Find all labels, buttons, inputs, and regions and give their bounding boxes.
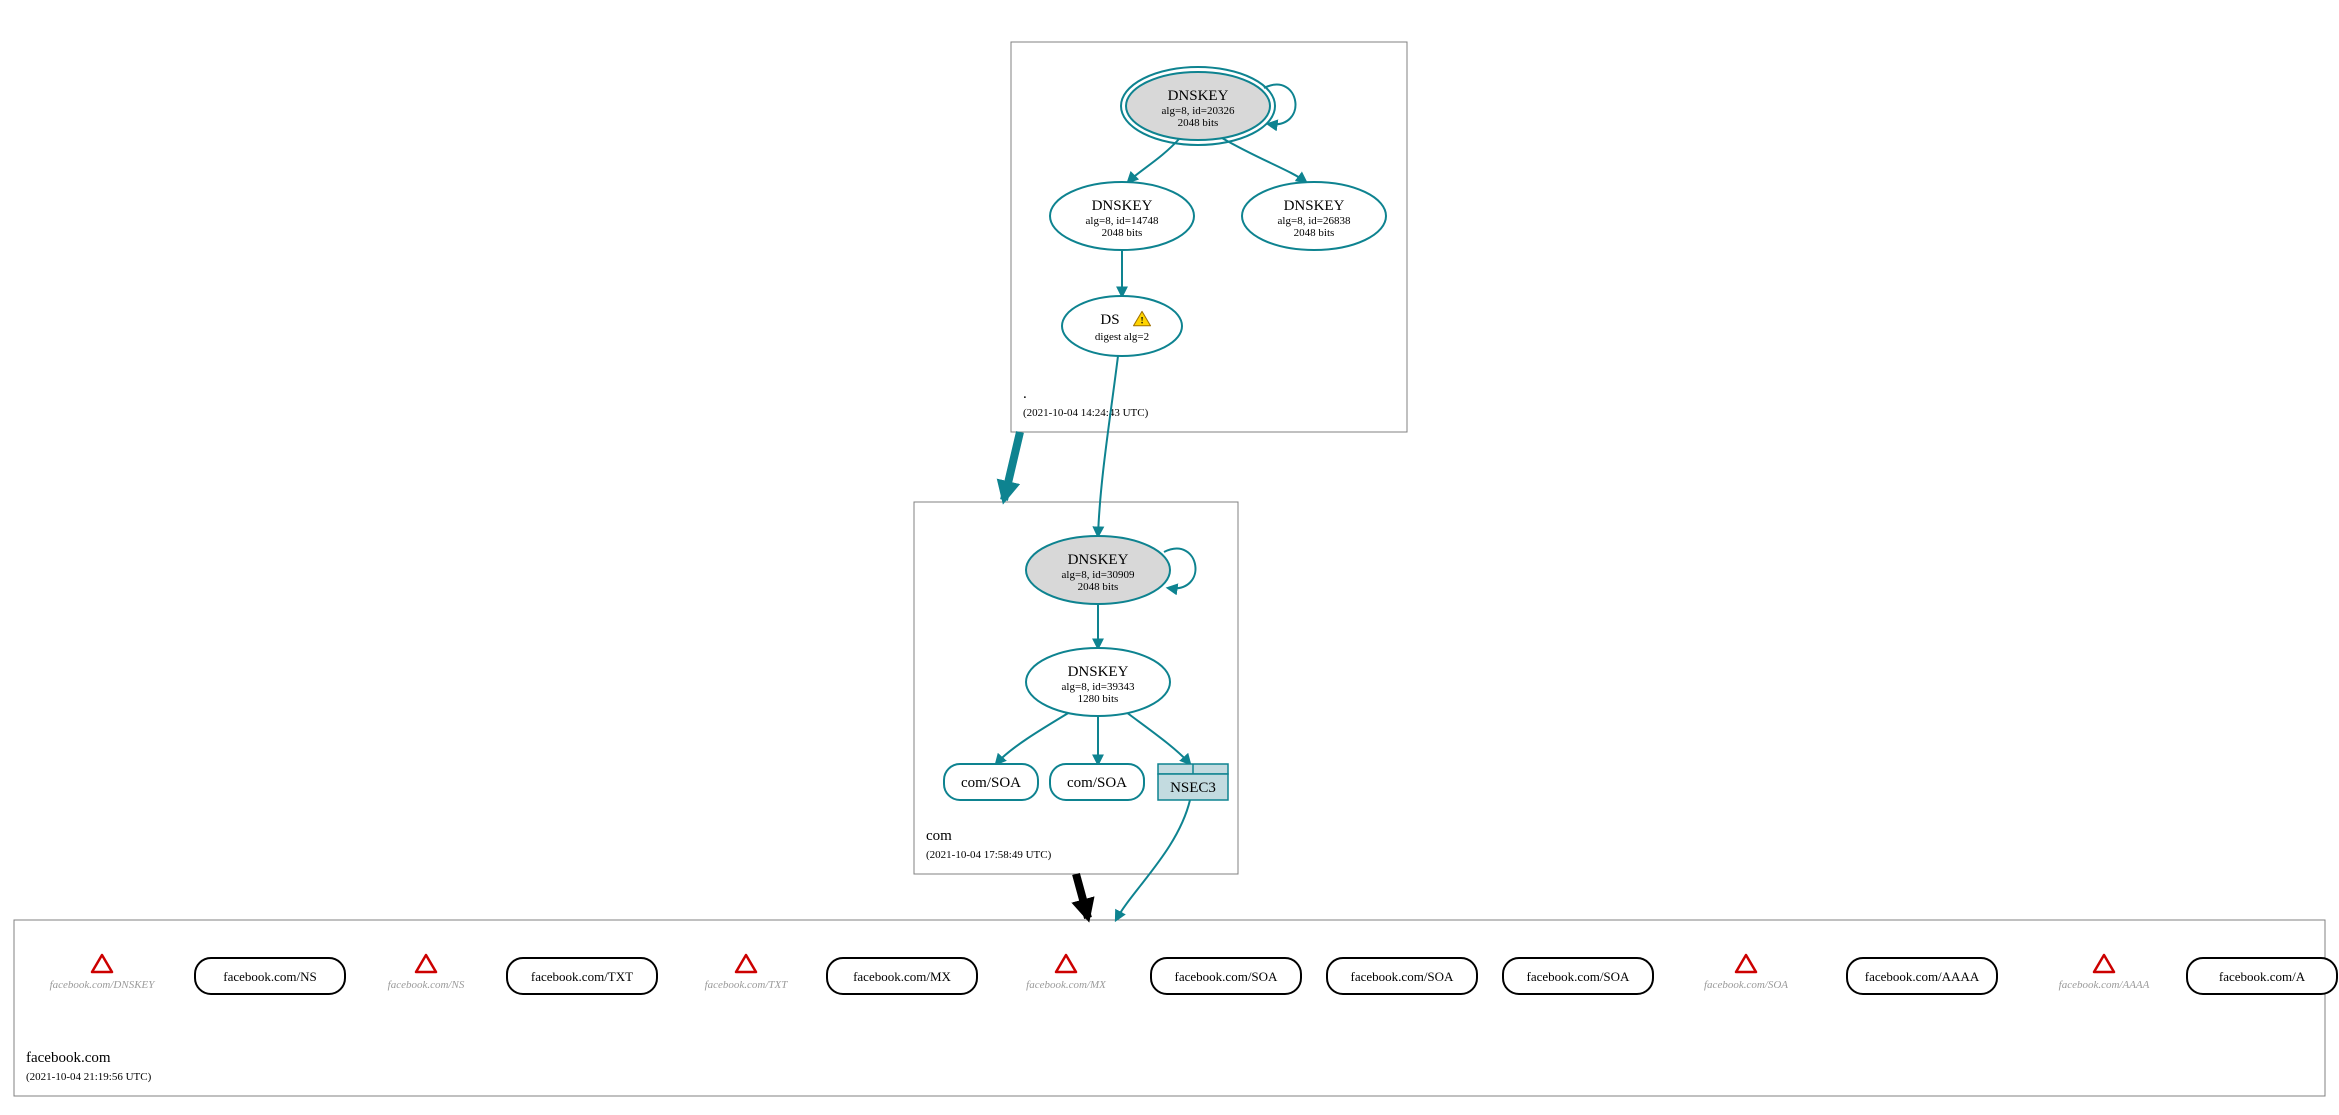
node-sub: digest alg=2	[1095, 331, 1149, 343]
fb-record-label: facebook.com/AAAA	[2059, 979, 2150, 991]
fb-record: facebook.com/NS	[195, 958, 345, 994]
node-title: DNSKEY	[1168, 88, 1229, 104]
fb-record: facebook.com/TXT	[705, 955, 789, 991]
zone-label: com	[926, 828, 952, 844]
node-sub: 2048 bits	[1078, 581, 1119, 593]
zone-timestamp: (2021-10-04 14:24:43 UTC)	[1023, 407, 1149, 419]
node-com-soa1: com/SOA	[944, 764, 1038, 800]
zone-timestamp: (2021-10-04 21:19:56 UTC)	[26, 1071, 152, 1083]
node-title: DNSKEY	[1068, 552, 1129, 568]
fb-record: facebook.com/AAAA	[2059, 955, 2150, 991]
fb-record-label: facebook.com/SOA	[1527, 969, 1631, 984]
node-root-zsk1: DNSKEYalg=8, id=147482048 bits	[1050, 182, 1194, 250]
node-root-ksk: DNSKEYalg=8, id=203262048 bits	[1121, 67, 1275, 145]
edge	[1004, 432, 1020, 500]
fb-record-label: facebook.com/DNSKEY	[50, 979, 157, 991]
fb-record-label: facebook.com/AAAA	[1865, 969, 1980, 984]
node-root-ds: DS! digest alg=2	[1062, 296, 1182, 356]
fb-record-label: facebook.com/TXT	[531, 969, 633, 984]
node-label: com/SOA	[1067, 775, 1127, 791]
edge	[1128, 138, 1180, 182]
node-com-nsec3: NSEC3	[1158, 764, 1228, 800]
warning-icon	[1056, 955, 1076, 972]
edge	[996, 712, 1070, 764]
node-sub: 2048 bits	[1294, 227, 1335, 239]
fb-record: facebook.com/NS	[388, 955, 465, 991]
fb-record-label: facebook.com/SOA	[1175, 969, 1279, 984]
fb-record-label: facebook.com/MX	[853, 969, 951, 984]
zone-timestamp: (2021-10-04 17:58:49 UTC)	[926, 849, 1052, 861]
fb-record-label: facebook.com/NS	[388, 979, 465, 991]
fb-record: facebook.com/SOA	[1704, 955, 1788, 991]
fb-record-label: facebook.com/SOA	[1351, 969, 1455, 984]
fb-record: facebook.com/SOA	[1151, 958, 1301, 994]
warning-icon	[92, 955, 112, 972]
node-label: com/SOA	[961, 775, 1021, 791]
fb-record-label: facebook.com/A	[2219, 969, 2306, 984]
fb-record: facebook.com/AAAA	[1847, 958, 1997, 994]
fb-record: facebook.com/A	[2187, 958, 2337, 994]
node-sub: 1280 bits	[1078, 693, 1119, 705]
fb-record: facebook.com/SOA	[1327, 958, 1477, 994]
node-sub: alg=8, id=39343	[1062, 681, 1135, 693]
warning-icon	[2094, 955, 2114, 972]
fb-record-label: facebook.com/TXT	[705, 979, 789, 991]
edge	[1076, 874, 1088, 918]
warning-icon	[736, 955, 756, 972]
node-sub: 2048 bits	[1178, 117, 1219, 129]
edge	[1126, 712, 1190, 764]
fb-record: facebook.com/DNSKEY	[50, 955, 157, 991]
fb-record: facebook.com/MX	[827, 958, 977, 994]
fb-record: facebook.com/MX	[1026, 955, 1107, 991]
zone-label: .	[1023, 386, 1027, 402]
fb-record: facebook.com/TXT	[507, 958, 657, 994]
fb-record-label: facebook.com/MX	[1026, 979, 1107, 991]
node-com-ksk: DNSKEYalg=8, id=309092048 bits	[1026, 536, 1170, 604]
fb-record: facebook.com/SOA	[1503, 958, 1653, 994]
edge	[1116, 800, 1190, 920]
node-com-soa2: com/SOA	[1050, 764, 1144, 800]
node-title: DS	[1100, 312, 1119, 328]
svg-text:!: !	[1140, 316, 1143, 326]
dnssec-diagram: . (2021-10-04 14:24:43 UTC) com (2021-10-04…	[0, 0, 2339, 1115]
node-sub: alg=8, id=14748	[1086, 215, 1159, 227]
edge	[1222, 138, 1306, 182]
node-title: DNSKEY	[1092, 198, 1153, 214]
edge	[1098, 356, 1118, 536]
node-sub: 2048 bits	[1102, 227, 1143, 239]
node-root-zsk2: DNSKEYalg=8, id=268382048 bits	[1242, 182, 1386, 250]
node-title: DNSKEY	[1284, 198, 1345, 214]
node-com-zsk: DNSKEYalg=8, id=393431280 bits	[1026, 648, 1170, 716]
zone-fb: facebook.com (2021-10-04 21:19:56 UTC)	[14, 920, 2325, 1096]
fb-record-label: facebook.com/NS	[223, 969, 317, 984]
zone-label: facebook.com	[26, 1050, 111, 1066]
warning-icon	[416, 955, 436, 972]
node-sub: alg=8, id=20326	[1162, 105, 1235, 117]
warning-icon	[1736, 955, 1756, 972]
node-sub: alg=8, id=26838	[1278, 215, 1351, 227]
node-label: NSEC3	[1170, 780, 1216, 796]
node-title: DNSKEY	[1068, 664, 1129, 680]
node-sub: alg=8, id=30909	[1062, 569, 1135, 581]
fb-record-label: facebook.com/SOA	[1704, 979, 1788, 991]
